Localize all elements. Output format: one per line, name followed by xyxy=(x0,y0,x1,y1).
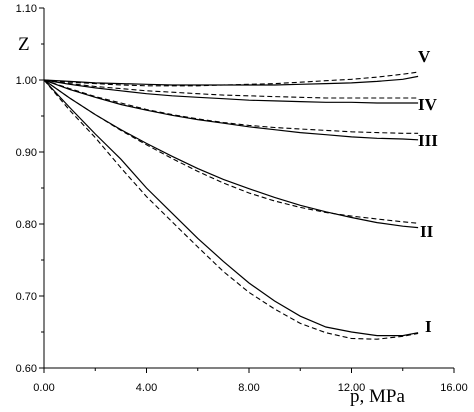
series-label-iii: III xyxy=(418,131,438,150)
x-tick-label: 8.00 xyxy=(238,382,259,394)
y-tick-label: 0.60 xyxy=(16,363,37,375)
series-v-solid-line xyxy=(43,75,419,86)
y-tick-label: 1.00 xyxy=(16,75,37,87)
x-tick-label: 16.00 xyxy=(440,382,468,394)
series-i-dashed-line xyxy=(43,79,419,340)
y-tick-label: 0.80 xyxy=(16,219,37,231)
y-tick-label: 0.70 xyxy=(16,291,37,303)
axes: 0.00 4.00 8.00 12.00 16.00 0.60 0.70 0.80 0.90 1.… xyxy=(16,3,468,394)
series-iv-solid-line xyxy=(43,79,419,104)
series-iii-dashed-line xyxy=(43,79,419,134)
y-tick-label: 0.90 xyxy=(16,147,37,159)
series-i-solid-line xyxy=(43,79,419,337)
series-label-ii: II xyxy=(420,222,434,241)
series-ii-solid-line xyxy=(43,79,419,229)
x-tick-label: 12.00 xyxy=(338,382,366,394)
curves xyxy=(43,71,419,340)
y-tick-label: 1.10 xyxy=(16,3,37,15)
series-ii-dashed-line xyxy=(43,79,419,224)
series-label-i: I xyxy=(425,317,432,336)
x-tick-label: 4.00 xyxy=(136,382,157,394)
series-iv-dashed-line xyxy=(43,79,419,99)
series-label-iv: IV xyxy=(418,95,438,114)
series-v-dashed-line xyxy=(43,71,419,87)
series-label-v: V xyxy=(418,47,431,66)
y-axis-label: Z xyxy=(18,34,30,55)
x-tick-label: 0.00 xyxy=(33,382,54,394)
series-iii-solid-line xyxy=(43,79,419,141)
x-axis-label: p, MPa xyxy=(350,386,405,407)
